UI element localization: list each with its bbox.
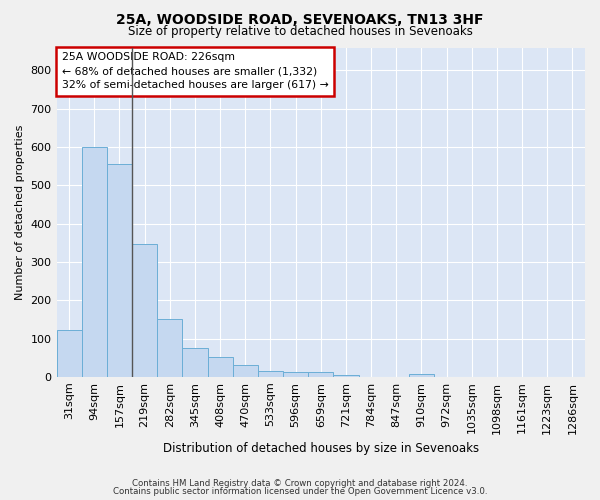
Bar — [334, 374, 359, 377]
Y-axis label: Number of detached properties: Number of detached properties — [15, 124, 25, 300]
Text: Contains HM Land Registry data © Crown copyright and database right 2024.: Contains HM Land Registry data © Crown c… — [132, 478, 468, 488]
Bar — [233, 366, 258, 377]
Bar — [132, 244, 157, 377]
Text: Size of property relative to detached houses in Sevenoaks: Size of property relative to detached ho… — [128, 25, 472, 38]
Bar — [409, 374, 434, 377]
Bar — [308, 372, 334, 377]
Bar — [56, 330, 82, 377]
Text: 25A WOODSIDE ROAD: 226sqm
← 68% of detached houses are smaller (1,332)
32% of se: 25A WOODSIDE ROAD: 226sqm ← 68% of detac… — [62, 52, 329, 90]
Bar — [208, 357, 233, 377]
Bar — [82, 146, 107, 377]
Bar — [157, 320, 182, 377]
Bar — [283, 372, 308, 377]
Bar — [182, 348, 208, 377]
Text: Contains public sector information licensed under the Open Government Licence v3: Contains public sector information licen… — [113, 487, 487, 496]
Text: 25A, WOODSIDE ROAD, SEVENOAKS, TN13 3HF: 25A, WOODSIDE ROAD, SEVENOAKS, TN13 3HF — [116, 12, 484, 26]
Bar — [258, 372, 283, 377]
X-axis label: Distribution of detached houses by size in Sevenoaks: Distribution of detached houses by size … — [163, 442, 479, 455]
Bar — [107, 164, 132, 377]
